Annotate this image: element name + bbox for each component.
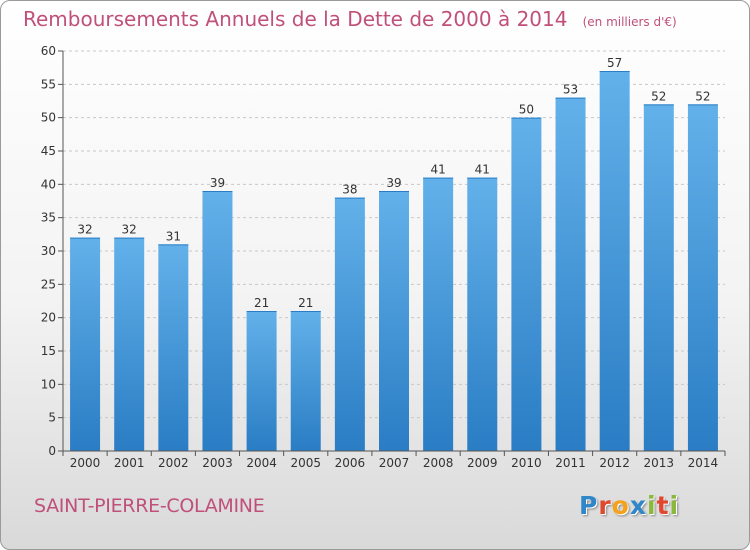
y-tick-label: 50 bbox=[41, 111, 56, 125]
bar bbox=[158, 244, 189, 451]
bar bbox=[599, 71, 630, 451]
logo-letter: x bbox=[629, 491, 647, 520]
x-tick-label: 2005 bbox=[290, 456, 321, 470]
y-tick-label: 0 bbox=[48, 444, 56, 458]
logo-letter: i bbox=[647, 491, 657, 520]
bar bbox=[511, 117, 542, 452]
y-tick-label: 45 bbox=[41, 144, 56, 158]
bar bbox=[334, 197, 365, 451]
data-label: 39 bbox=[386, 176, 401, 190]
x-tick-label: 2009 bbox=[467, 456, 498, 470]
y-tick-label: 15 bbox=[41, 344, 56, 358]
y-tick-label: 10 bbox=[41, 377, 56, 391]
data-label: 41 bbox=[430, 163, 445, 177]
data-label: 57 bbox=[607, 56, 622, 70]
logo-letter: P bbox=[579, 491, 599, 520]
x-tick-label: 2004 bbox=[246, 456, 277, 470]
bar bbox=[643, 104, 674, 451]
data-label: 31 bbox=[166, 229, 181, 243]
x-tick-label: 2013 bbox=[644, 456, 675, 470]
x-tick-label: 2012 bbox=[599, 456, 630, 470]
data-label: 21 bbox=[298, 296, 313, 310]
y-tick-label: 60 bbox=[41, 44, 56, 58]
data-label: 39 bbox=[210, 176, 225, 190]
chart-title: Remboursements Annuels de la Dette de 20… bbox=[23, 7, 568, 31]
bar bbox=[423, 177, 454, 451]
data-label: 32 bbox=[122, 223, 137, 237]
x-tick-label: 2008 bbox=[423, 456, 454, 470]
data-label: 50 bbox=[519, 103, 534, 117]
x-tick-label: 2014 bbox=[688, 456, 719, 470]
x-tick-label: 2006 bbox=[335, 456, 366, 470]
bar bbox=[290, 311, 321, 451]
unit-note: (en milliers d'€) bbox=[582, 15, 677, 29]
x-tick-label: 2011 bbox=[555, 456, 586, 470]
bars: 32 32 31 39 21 21 38 39 41 41 50 53 57 52 52 bbox=[70, 56, 718, 452]
data-label: 32 bbox=[77, 223, 92, 237]
data-label: 52 bbox=[651, 89, 666, 103]
y-tick-label: 20 bbox=[41, 311, 56, 325]
x-tick-label: 2001 bbox=[114, 456, 145, 470]
logo-letter: t bbox=[656, 491, 670, 520]
logo-letter: o bbox=[611, 491, 630, 520]
x-tick-label: 2007 bbox=[379, 456, 410, 470]
data-label: 21 bbox=[254, 296, 269, 310]
y-tick-label: 5 bbox=[48, 411, 56, 425]
bar bbox=[70, 237, 101, 451]
bar bbox=[202, 191, 233, 451]
proxiti-logo: Proxiti bbox=[579, 491, 679, 520]
y-tick-label: 55 bbox=[41, 77, 56, 91]
logo-letter: i bbox=[669, 491, 680, 520]
y-tick-label: 25 bbox=[41, 277, 56, 291]
data-label: 41 bbox=[475, 163, 490, 177]
data-label: 53 bbox=[563, 83, 578, 97]
x-tick-label: 2002 bbox=[158, 456, 189, 470]
logo-letter: r bbox=[598, 491, 612, 520]
bar bbox=[467, 177, 498, 451]
y-tick-label: 40 bbox=[41, 177, 56, 191]
bar bbox=[555, 97, 586, 452]
axes: 0 5 10 15 20 25 30 35 40 45 50 55 60 2000 2001 2002 2003… bbox=[41, 44, 726, 470]
y-tick-label: 30 bbox=[41, 244, 56, 258]
chart-title-block: Remboursements Annuels de la Dette de 20… bbox=[23, 7, 677, 31]
x-tick-label: 2010 bbox=[511, 456, 542, 470]
bar bbox=[114, 237, 145, 451]
bar bbox=[379, 191, 409, 451]
bar bbox=[246, 311, 277, 451]
bar bbox=[687, 104, 718, 451]
commune-name: SAINT-PIERRE-COLAMINE bbox=[34, 495, 265, 517]
x-tick-label: 2000 bbox=[70, 456, 101, 470]
y-tick-label: 35 bbox=[41, 211, 56, 225]
x-tick-label: 2003 bbox=[202, 456, 233, 470]
data-label: 52 bbox=[695, 89, 710, 103]
data-label: 38 bbox=[342, 183, 357, 197]
